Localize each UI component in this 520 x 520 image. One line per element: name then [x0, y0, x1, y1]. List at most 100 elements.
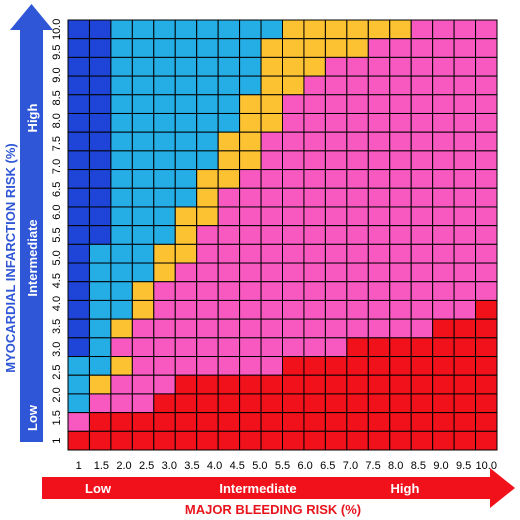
heatmap-cell — [453, 187, 477, 208]
heatmap-cell — [239, 131, 262, 152]
heatmap-cell — [453, 281, 477, 301]
heatmap-cell — [475, 374, 498, 395]
heatmap-cell — [88, 262, 112, 283]
heatmap-cell — [217, 430, 241, 451]
heatmap-cell — [367, 112, 391, 133]
heatmap-cell — [432, 38, 455, 58]
heatmap-cell — [367, 262, 391, 283]
heatmap-cell — [260, 150, 283, 171]
y-tick-label: 5.5 — [51, 227, 63, 242]
heatmap-cell — [67, 356, 90, 376]
heatmap-cell — [475, 56, 498, 77]
heatmap-cell — [432, 131, 455, 152]
heatmap-cell — [217, 281, 241, 301]
heatmap-cell — [324, 393, 348, 414]
heatmap-cell — [410, 299, 434, 320]
heatmap-cell — [110, 412, 133, 432]
heatmap-cell — [260, 75, 283, 96]
heatmap-cell — [324, 337, 348, 358]
heatmap-cell — [432, 94, 455, 114]
heatmap-cell — [475, 281, 498, 301]
heatmap-cell — [239, 150, 262, 171]
y-tick-label: 2.5 — [51, 364, 63, 379]
heatmap-cell — [282, 187, 305, 208]
heatmap-cell — [217, 56, 241, 77]
heatmap-cell — [153, 281, 176, 301]
y-tick-label: 3.5 — [51, 319, 63, 334]
heatmap-cell — [389, 262, 412, 283]
heatmap-cell — [282, 169, 305, 189]
heatmap-cell — [67, 243, 90, 264]
heatmap-cell — [196, 150, 219, 171]
heatmap-cell — [432, 75, 455, 96]
heatmap-cell — [239, 281, 262, 301]
heatmap-cell — [110, 393, 133, 414]
heatmap-cell — [389, 430, 412, 451]
heatmap-cell — [174, 225, 198, 245]
x-tick-label: 1.5 — [94, 460, 109, 472]
heatmap-cell — [346, 374, 369, 395]
heatmap-cell — [217, 169, 241, 189]
heatmap-cell — [88, 393, 112, 414]
heatmap-cell — [217, 318, 241, 339]
heatmap-cell — [67, 299, 90, 320]
heatmap-cell — [88, 337, 112, 358]
y-tick-label: 7.5 — [51, 136, 63, 151]
heatmap-cell — [453, 412, 477, 432]
heatmap-cell — [410, 38, 434, 58]
heatmap-cell — [110, 56, 133, 77]
heatmap-cell — [196, 337, 219, 358]
heatmap-cell — [88, 19, 112, 40]
heatmap-cell — [260, 393, 283, 414]
heatmap-cell — [389, 169, 412, 189]
heatmap-cell — [110, 243, 133, 264]
heatmap-cell — [153, 38, 176, 58]
x-tick-label: 9.5 — [456, 460, 471, 472]
heatmap-cell — [110, 75, 133, 96]
heatmap-cell — [174, 412, 198, 432]
heatmap-cell — [88, 75, 112, 96]
heatmap-cell — [153, 169, 176, 189]
heatmap-cell — [303, 94, 326, 114]
y-tick-label: 1 — [51, 438, 63, 444]
heatmap-cell — [432, 337, 455, 358]
heatmap-cell — [453, 19, 477, 40]
x-tick-label: 1 — [76, 460, 82, 472]
heatmap-cell — [432, 281, 455, 301]
y-tick-label: 5.0 — [51, 250, 63, 265]
heatmap-cell — [67, 75, 90, 96]
y-category-high: High — [25, 104, 40, 133]
heatmap-cell — [260, 430, 283, 451]
y-tick-label: 1.5 — [51, 410, 63, 425]
heatmap-cell — [303, 225, 326, 245]
heatmap-cell — [367, 374, 391, 395]
y-axis-arrow — [10, 4, 53, 442]
heatmap-cell — [432, 262, 455, 283]
heatmap-cell — [217, 412, 241, 432]
heatmap-cell — [131, 75, 155, 96]
heatmap-cell — [260, 225, 283, 245]
heatmap-cell — [239, 393, 262, 414]
heatmap-cell — [303, 112, 326, 133]
x-tick-label: 5.0 — [252, 460, 267, 472]
heatmap-cell — [389, 281, 412, 301]
heatmap-cell — [303, 243, 326, 264]
heatmap-cell — [389, 150, 412, 171]
heatmap-cell — [410, 393, 434, 414]
heatmap-cell — [367, 412, 391, 432]
heatmap-cell — [88, 94, 112, 114]
heatmap-cell — [131, 243, 155, 264]
heatmap-cell — [389, 243, 412, 264]
heatmap-cell — [88, 187, 112, 208]
heatmap-cell — [303, 337, 326, 358]
heatmap-cell — [282, 393, 305, 414]
heatmap-cell — [432, 169, 455, 189]
heatmap-cell — [239, 38, 262, 58]
heatmap-cell — [260, 187, 283, 208]
heatmap-cell — [475, 19, 498, 40]
heatmap-cell — [260, 299, 283, 320]
heatmap-cell — [346, 150, 369, 171]
heatmap-cell — [67, 225, 90, 245]
heatmap-cell — [153, 150, 176, 171]
heatmap-cell — [324, 206, 348, 227]
